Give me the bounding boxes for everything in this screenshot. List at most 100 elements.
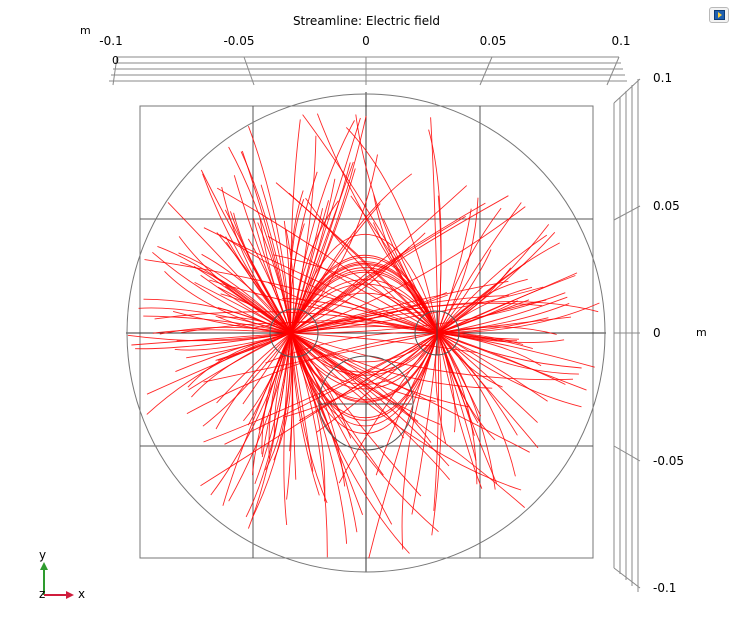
top-axis-unit: m — [80, 24, 91, 37]
streamline — [290, 332, 530, 453]
top-scale-tick — [479, 56, 493, 86]
streamline — [437, 332, 498, 484]
axes-triad — [40, 562, 74, 599]
streamline — [437, 296, 568, 334]
streamline — [290, 332, 439, 419]
streamline — [437, 332, 582, 408]
streamline — [273, 332, 293, 461]
streamline — [290, 135, 317, 334]
streamline — [273, 332, 292, 437]
streamline — [233, 212, 292, 334]
streamline — [437, 332, 533, 350]
streamline — [290, 119, 301, 334]
streamline — [138, 307, 292, 334]
streamline — [215, 332, 292, 430]
y-tick-label: 0 — [653, 326, 661, 340]
x-tick-label: -0.1 — [99, 34, 123, 48]
streamline — [217, 307, 292, 334]
x-tick-label: 0.05 — [479, 34, 507, 48]
streamline — [290, 332, 439, 363]
streamline — [252, 332, 292, 476]
streamline — [283, 332, 292, 526]
streamline — [290, 332, 405, 439]
streamline — [437, 332, 482, 417]
right-scale-tick — [613, 78, 641, 104]
right-axis-unit: m — [696, 326, 707, 339]
streamline — [437, 332, 503, 388]
streamline — [437, 272, 578, 334]
streamline — [180, 261, 292, 334]
streamline — [283, 332, 439, 418]
streamline — [213, 275, 292, 334]
streamline — [437, 332, 483, 489]
streamline — [290, 264, 439, 334]
streamline — [224, 332, 439, 445]
streamline — [338, 332, 439, 484]
streamline — [290, 332, 439, 434]
streamline — [437, 267, 512, 334]
streamline — [428, 129, 442, 334]
streamline — [241, 150, 292, 334]
streamline — [437, 208, 472, 334]
streamline — [260, 184, 292, 334]
geometry-outline — [126, 93, 606, 573]
streamline — [228, 332, 292, 502]
streamline — [290, 332, 439, 427]
streamline — [186, 332, 439, 414]
streamline — [437, 332, 518, 436]
top-scale-tick — [112, 56, 118, 86]
streamline — [285, 229, 295, 334]
top-scale-tick — [243, 56, 255, 86]
y-tick-label: -0.05 — [653, 454, 685, 468]
streamline — [146, 332, 292, 415]
streamline — [437, 234, 548, 334]
electrode-left — [269, 308, 319, 358]
streamline — [228, 146, 292, 334]
x-tick-label: -0.05 — [223, 34, 255, 48]
right-scale-tick — [613, 445, 641, 462]
streamline — [200, 274, 292, 334]
streamline — [290, 257, 439, 334]
streamline — [345, 127, 439, 334]
streamline — [290, 301, 599, 334]
streamline — [290, 154, 378, 334]
streamline — [127, 332, 292, 342]
graphics-window-icon[interactable] — [709, 7, 729, 23]
streamline — [290, 332, 439, 390]
streamline — [181, 321, 439, 334]
streamline — [290, 271, 439, 334]
streamline — [373, 194, 439, 334]
streamline — [290, 332, 439, 403]
streamline — [437, 316, 572, 334]
streamline — [290, 203, 381, 334]
streamline — [290, 332, 439, 421]
streamline — [202, 332, 292, 427]
streamline — [437, 262, 526, 334]
streamline — [290, 267, 439, 334]
streamline — [144, 259, 439, 334]
y-tick-label: -0.1 — [653, 581, 677, 595]
streamline — [186, 332, 292, 359]
streamline — [290, 269, 439, 334]
streamline — [259, 217, 292, 334]
streamline — [437, 224, 550, 334]
streamline — [143, 315, 292, 334]
streamline — [437, 332, 566, 385]
streamline — [437, 332, 565, 343]
streamline — [290, 332, 525, 508]
streamline — [282, 298, 439, 334]
streamline — [152, 329, 292, 334]
streamline — [437, 286, 533, 334]
streamline — [437, 249, 492, 334]
streamline — [247, 332, 292, 529]
streamline — [437, 332, 516, 477]
domain-circle — [126, 93, 606, 573]
plot-title: Streamline: Electric field — [292, 14, 441, 28]
right-scale-tick — [613, 567, 641, 589]
y-tick-label: 0.05 — [653, 199, 680, 213]
streamline — [217, 316, 292, 334]
streamline — [203, 227, 439, 334]
streamline — [187, 332, 292, 388]
streamline — [251, 320, 439, 334]
